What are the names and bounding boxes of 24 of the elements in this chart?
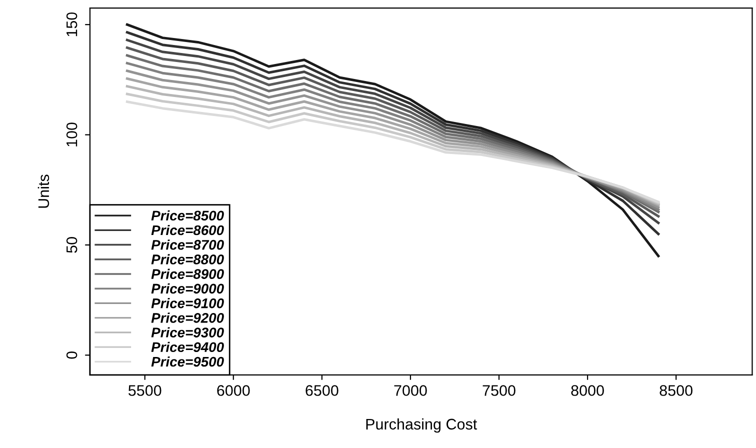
x-tick-label: 8500 — [660, 385, 692, 396]
legend-label: Price=8600 — [151, 224, 224, 236]
x-axis-title: Purchasing Cost — [366, 418, 478, 433]
x-tick-label: 5500 — [128, 385, 162, 396]
legend-label: Price=9000 — [151, 283, 224, 294]
legend-label: Price=9500 — [151, 356, 224, 367]
y-axis-title: Units — [38, 174, 50, 208]
legend-label: Price=9300 — [151, 327, 224, 338]
x-tick-label: 8000 — [571, 385, 604, 396]
y-tick-label: 150 — [66, 12, 78, 36]
x-tick-label: 6500 — [306, 385, 338, 396]
legend-label: Price=8500 — [151, 210, 224, 221]
legend-label: Price=9200 — [151, 312, 224, 323]
y-tick-label: 0 — [66, 351, 78, 359]
legend-label: Price=8800 — [151, 254, 224, 264]
y-tick-label: 100 — [66, 122, 78, 146]
legend-label: Price=8700 — [151, 240, 224, 250]
legend-label: Price=9400 — [151, 342, 224, 352]
x-tick-label: 6000 — [217, 385, 250, 396]
legend-label: Price=9100 — [151, 298, 224, 308]
y-tick-label: 50 — [66, 237, 78, 253]
x-tick-label: 7500 — [482, 385, 516, 396]
x-tick-label: 7000 — [394, 385, 427, 396]
legend-label: Price=8900 — [151, 268, 224, 279]
